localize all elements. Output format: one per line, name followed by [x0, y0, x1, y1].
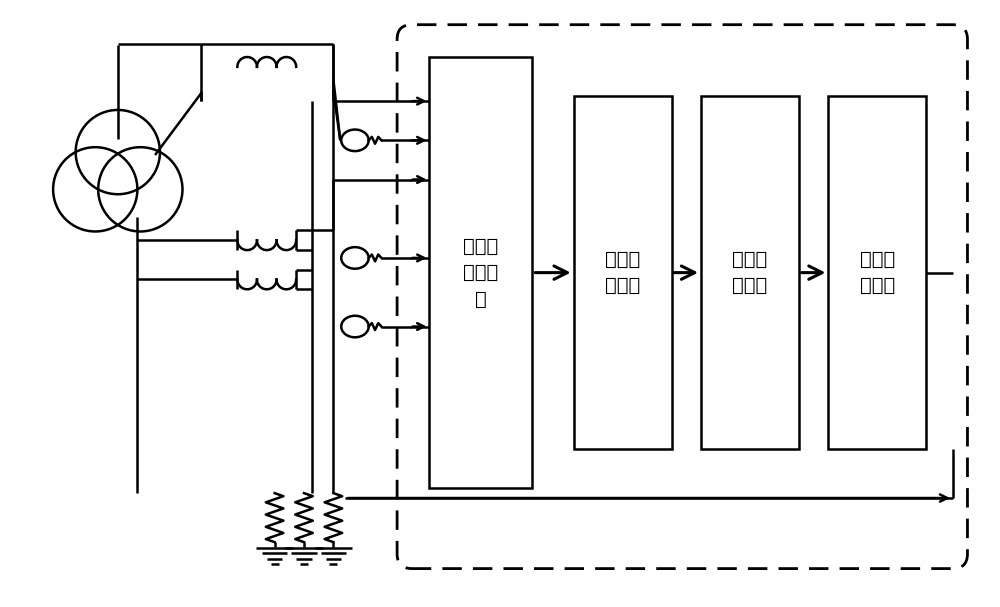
Text: 高精度
动态量
测: 高精度 动态量 测	[463, 237, 499, 308]
Text: 频率功
率响应: 频率功 率响应	[732, 250, 768, 296]
Bar	[828, 97, 926, 449]
Text: 功率控
制输出: 功率控 制输出	[860, 250, 895, 296]
Bar	[701, 97, 799, 449]
Bar	[574, 97, 672, 449]
Text: 波形拟
合计算: 波形拟 合计算	[605, 250, 640, 296]
Bar	[429, 57, 532, 488]
